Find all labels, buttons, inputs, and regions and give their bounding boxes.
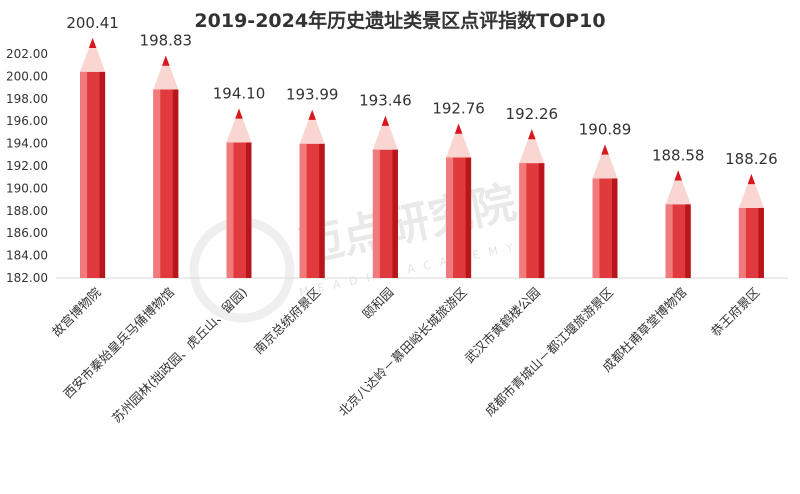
data-label: 190.89 xyxy=(579,120,632,138)
data-label: 188.58 xyxy=(652,146,705,164)
bar-tip xyxy=(738,173,764,208)
bar-tip xyxy=(592,144,618,179)
bar-shadow xyxy=(465,157,472,278)
bar-highlight xyxy=(738,207,746,278)
bar-shadow xyxy=(99,71,106,278)
data-label: 188.26 xyxy=(725,150,778,168)
y-tick-label: 200.00 xyxy=(6,69,48,83)
bar xyxy=(299,109,325,278)
bar-tip xyxy=(80,37,106,72)
bar-tip-lead xyxy=(454,123,463,134)
x-tick-label: 成都市青城山－都江堰旅游景区 xyxy=(482,285,616,419)
bar-highlight xyxy=(446,157,454,278)
bar-highlight xyxy=(665,204,673,278)
y-tick-label: 202.00 xyxy=(6,47,48,61)
y-tick-label: 192.00 xyxy=(6,159,48,173)
bar-shadow xyxy=(172,89,179,278)
chart-title: 2019-2024年历史遗址类景区点评指数TOP10 xyxy=(194,9,605,32)
bar-tip xyxy=(299,109,325,144)
bar xyxy=(153,55,179,278)
bar xyxy=(226,108,252,278)
bar-tip-lead xyxy=(235,108,243,119)
data-label: 194.10 xyxy=(213,84,266,102)
bar-tip-lead xyxy=(308,109,316,120)
bars xyxy=(80,37,764,278)
data-label: 193.99 xyxy=(286,86,339,104)
x-tick-label: 恭王府景区 xyxy=(708,285,763,340)
bar-highlight xyxy=(372,149,380,278)
bar-tip-lead xyxy=(747,173,756,185)
data-label: 200.41 xyxy=(66,14,119,32)
y-tick-label: 188.00 xyxy=(6,204,48,218)
data-label: 192.26 xyxy=(506,105,559,123)
bar xyxy=(519,129,545,278)
bar-shadow xyxy=(538,163,545,278)
bar-tip xyxy=(519,129,545,164)
bar-tip-lead xyxy=(162,55,170,66)
bar-highlight xyxy=(299,143,307,278)
y-tick-label: 196.00 xyxy=(6,114,48,128)
data-label: 198.83 xyxy=(140,32,193,50)
bar-highlight xyxy=(592,178,600,278)
bar-highlight xyxy=(153,89,161,278)
bar-shadow xyxy=(246,142,252,278)
bar-highlight xyxy=(226,142,234,278)
x-tick-label: 颐和园 xyxy=(359,285,396,322)
bar-highlight xyxy=(80,71,88,278)
x-tick-label: 武汉市黄鹤楼公园 xyxy=(462,285,543,366)
bar xyxy=(738,173,764,278)
bar-tip-lead xyxy=(601,144,609,155)
bar-shadow xyxy=(392,149,398,278)
bar-shadow xyxy=(685,204,691,278)
bar xyxy=(372,115,398,278)
y-tick-label: 184.00 xyxy=(6,249,48,263)
bar xyxy=(592,144,618,278)
x-tick-label: 北京八达岭－慕田峪长城旅游区 xyxy=(335,285,469,419)
bar-shadow xyxy=(319,143,325,278)
y-tick-label: 194.00 xyxy=(6,137,48,151)
data-labels: 200.41 198.83 194.10 193.99 193.46 192.76 192.… xyxy=(66,14,777,168)
bar-shadow xyxy=(612,178,618,278)
y-tick-label: 186.00 xyxy=(6,226,48,240)
bar-highlight xyxy=(519,163,527,278)
x-tick-label: 苏州园林(拙政园、虎丘山、留园) xyxy=(109,285,250,426)
y-tick-label: 190.00 xyxy=(6,181,48,195)
data-label: 193.46 xyxy=(359,92,412,110)
y-axis: 182.00 184.00 186.00 188.00 190.00 192.00 194.… xyxy=(6,47,48,285)
x-tick-label: 故宫博物院 xyxy=(49,284,104,339)
bar-tip xyxy=(446,123,472,158)
bar-tip xyxy=(153,55,179,90)
bar-tip xyxy=(372,115,398,150)
y-tick-label: 198.00 xyxy=(6,92,48,106)
bar-tip-lead xyxy=(88,37,97,49)
data-label: 192.76 xyxy=(432,99,485,117)
bar xyxy=(446,123,472,278)
y-tick-label: 182.00 xyxy=(6,271,48,285)
bar-tip-lead xyxy=(381,115,390,126)
bar-tip xyxy=(226,108,252,143)
bar-tip xyxy=(665,170,691,205)
bar-shadow xyxy=(758,207,764,278)
bar xyxy=(665,170,691,278)
bar xyxy=(80,37,106,278)
bar-tip-lead xyxy=(674,170,682,181)
bar-tip-lead xyxy=(528,129,536,140)
